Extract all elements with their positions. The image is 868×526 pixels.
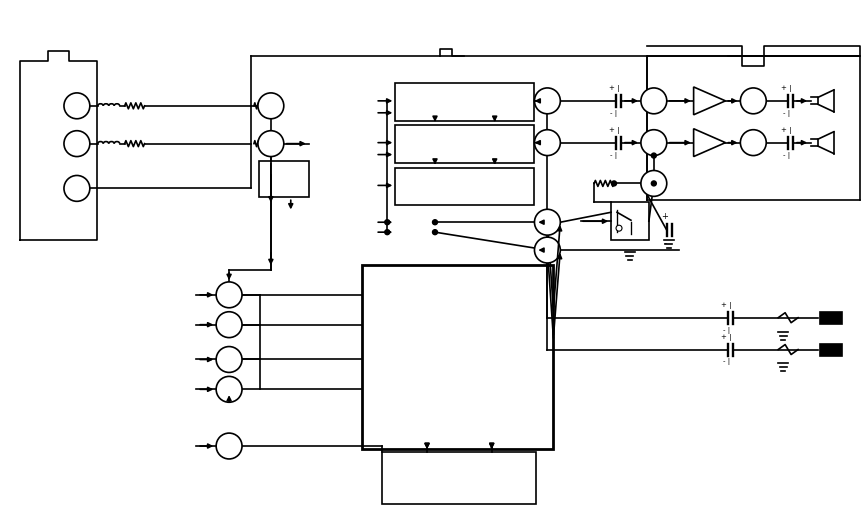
Circle shape xyxy=(432,230,437,235)
Bar xyxy=(611,203,649,240)
Circle shape xyxy=(64,176,89,201)
Bar xyxy=(362,265,554,449)
Circle shape xyxy=(651,181,656,186)
Bar xyxy=(382,452,536,504)
Circle shape xyxy=(385,220,390,225)
Circle shape xyxy=(216,433,242,459)
Bar xyxy=(395,125,535,163)
Circle shape xyxy=(535,130,561,156)
Bar xyxy=(395,167,535,205)
Circle shape xyxy=(641,130,667,156)
Text: - |: - | xyxy=(723,327,730,333)
Polygon shape xyxy=(694,87,726,115)
Circle shape xyxy=(740,130,766,156)
Text: + |: + | xyxy=(781,85,792,92)
Text: - |: - | xyxy=(610,110,618,117)
Circle shape xyxy=(641,170,667,196)
Circle shape xyxy=(641,88,667,114)
Text: - |: - | xyxy=(783,151,790,159)
Circle shape xyxy=(651,153,656,158)
Bar xyxy=(395,83,535,121)
Circle shape xyxy=(258,130,284,157)
Text: +: + xyxy=(661,212,668,221)
Circle shape xyxy=(258,93,284,119)
Text: + |: + | xyxy=(721,302,732,309)
Circle shape xyxy=(740,88,766,114)
Circle shape xyxy=(385,230,390,235)
Bar xyxy=(259,160,309,197)
Bar xyxy=(820,312,842,323)
Circle shape xyxy=(616,225,622,231)
Text: + |: + | xyxy=(608,85,619,92)
Circle shape xyxy=(216,282,242,308)
Circle shape xyxy=(64,130,89,157)
Text: + |: + | xyxy=(608,127,619,134)
Bar xyxy=(820,343,842,356)
Text: -: - xyxy=(663,239,667,248)
Text: + |: + | xyxy=(781,127,792,134)
Circle shape xyxy=(535,88,561,114)
Circle shape xyxy=(216,347,242,372)
Text: + |: + | xyxy=(721,333,732,341)
Circle shape xyxy=(535,237,561,263)
Circle shape xyxy=(432,220,437,225)
Circle shape xyxy=(216,377,242,402)
Text: - |: - | xyxy=(723,359,730,366)
Circle shape xyxy=(535,209,561,235)
Circle shape xyxy=(612,181,616,186)
Text: - |: - | xyxy=(610,151,618,159)
Circle shape xyxy=(216,312,242,338)
Text: - |: - | xyxy=(783,110,790,117)
Circle shape xyxy=(64,93,89,119)
Polygon shape xyxy=(694,129,726,157)
